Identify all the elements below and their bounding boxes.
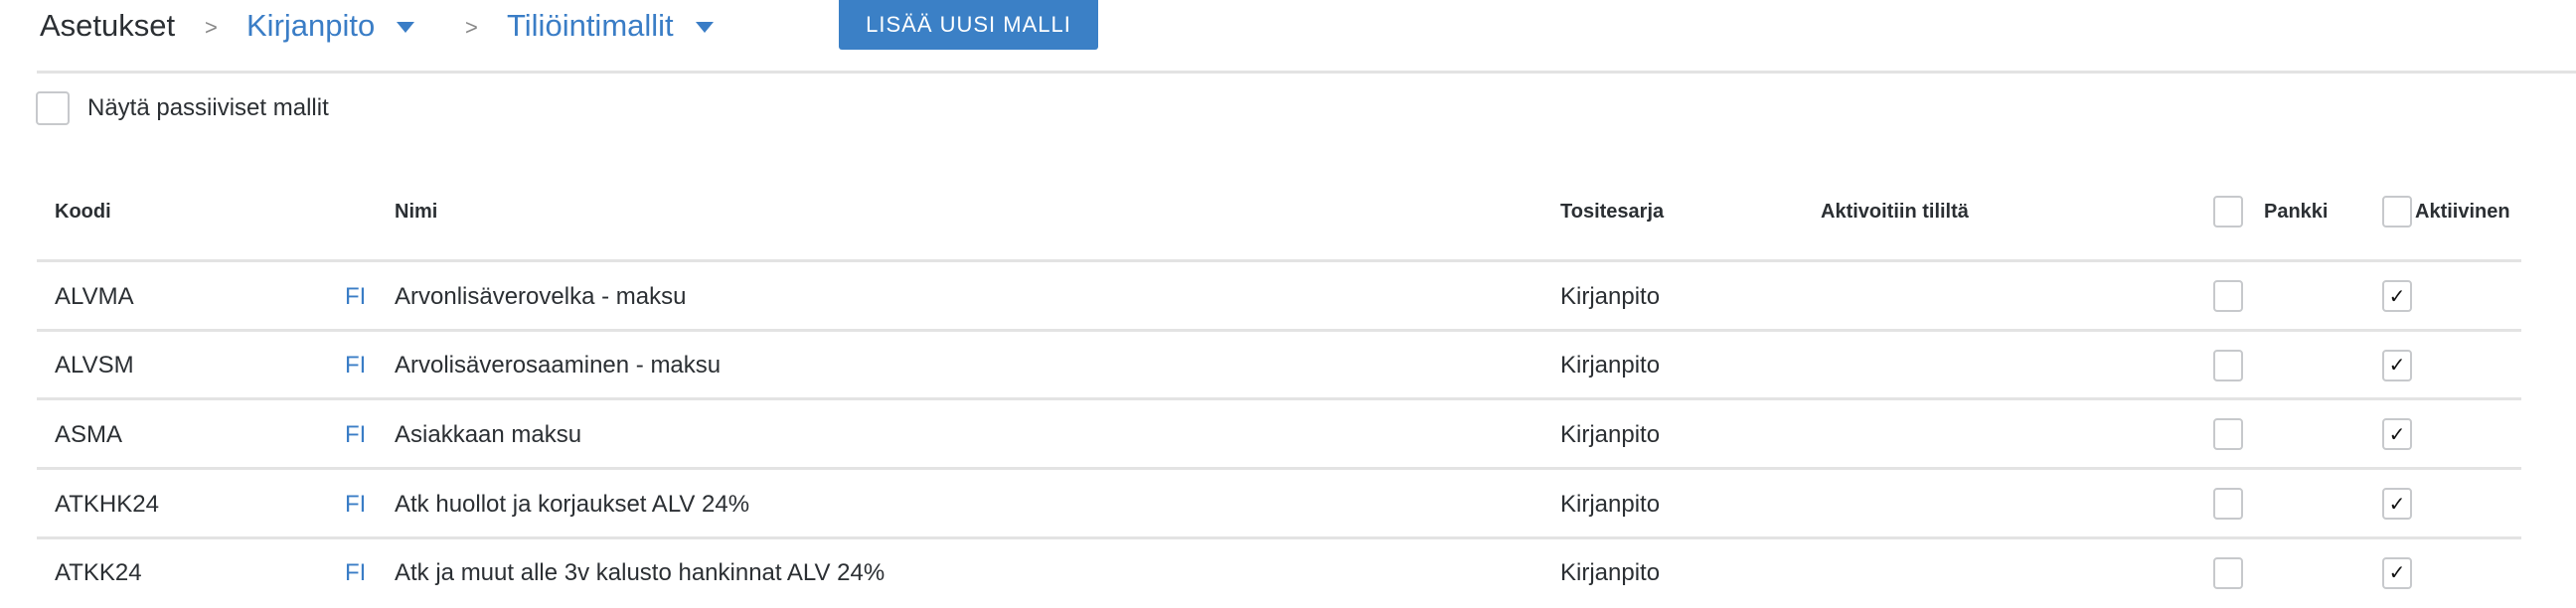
checkmark-icon: ✓ <box>2388 355 2406 378</box>
cell-series: Kirjanpito <box>1560 559 1661 587</box>
checkmark-icon: ✓ <box>2388 423 2406 446</box>
header-active[interactable]: Aktiivinen <box>2415 201 2510 223</box>
bank-checkbox[interactable] <box>2213 349 2243 381</box>
cell-lang[interactable]: FI <box>345 559 367 587</box>
cell-code: ASMA <box>55 420 123 448</box>
show-passive-checkbox[interactable] <box>36 91 70 125</box>
header-code[interactable]: Koodi <box>55 201 111 223</box>
header-name[interactable]: Nimi <box>395 201 438 223</box>
active-checkbox[interactable]: ✓ <box>2382 280 2412 312</box>
cell-lang[interactable]: FI <box>345 420 367 448</box>
breadcrumb-separator: > <box>465 15 478 40</box>
caret-down-icon <box>695 22 714 34</box>
cell-name: Arvonlisäverovelka - maksu <box>395 282 687 310</box>
active-checkbox[interactable]: ✓ <box>2382 556 2412 589</box>
cell-lang[interactable]: FI <box>345 282 367 310</box>
divider <box>37 71 2576 74</box>
bank-checkbox[interactable] <box>2213 488 2243 521</box>
breadcrumb-level2-label: Tiliöintimallit <box>507 8 674 43</box>
cell-code: ALVSM <box>55 352 134 380</box>
checkmark-icon: ✓ <box>2388 562 2406 585</box>
cell-code: ALVMA <box>55 282 134 310</box>
table-row[interactable]: ALVMA FI Arvonlisäverovelka - maksu Kirjanp… <box>37 259 2521 331</box>
table-row[interactable]: ATKHK24 FI Atk huollot ja korjaukset ALV 2… <box>37 467 2521 538</box>
table-row[interactable]: ATKK24 FI Atk ja muut alle 3v kalusto hank… <box>37 535 2521 608</box>
cell-series: Kirjanpito <box>1560 420 1661 448</box>
cell-code: ATKHK24 <box>55 490 159 518</box>
active-select-all-checkbox[interactable] <box>2382 196 2412 228</box>
cell-lang[interactable]: FI <box>345 490 367 518</box>
breadcrumb-root[interactable]: Asetukset <box>40 8 176 43</box>
add-new-template-button[interactable]: LISÄÄ UUSI MALLI <box>839 0 1098 50</box>
checkmark-icon: ✓ <box>2388 493 2406 516</box>
breadcrumb-level1-label: Kirjanpito <box>246 8 376 43</box>
show-passive-label: Näytä passiiviset mallit <box>87 94 329 121</box>
table-row[interactable]: ALVSM FI Arvolisäverosaaminen - maksu Kirja… <box>37 328 2521 400</box>
cell-code: ATKK24 <box>55 559 142 587</box>
header-activated-from[interactable]: Aktivoitiin tililtä <box>1821 201 1969 223</box>
bank-checkbox[interactable] <box>2213 280 2243 312</box>
table-row[interactable]: ASMA FI Asiakkaan maksu Kirjanpito ✓ <box>37 397 2521 469</box>
bank-select-all-checkbox[interactable] <box>2213 196 2243 228</box>
checkmark-icon: ✓ <box>2388 285 2406 308</box>
header-series[interactable]: Tositesarja <box>1560 201 1665 223</box>
cell-name: Atk ja muut alle 3v kalusto hankinnat AL… <box>395 559 886 587</box>
header-bank[interactable]: Pankki <box>2264 201 2329 223</box>
active-checkbox[interactable]: ✓ <box>2382 488 2412 521</box>
bank-checkbox[interactable] <box>2213 418 2243 451</box>
breadcrumb-kirjanpito-dropdown[interactable]: Kirjanpito <box>246 4 415 48</box>
caret-down-icon <box>397 22 415 34</box>
cell-lang[interactable]: FI <box>345 352 367 380</box>
active-checkbox[interactable]: ✓ <box>2382 418 2412 451</box>
cell-name: Arvolisäverosaaminen - maksu <box>395 352 722 380</box>
cell-series: Kirjanpito <box>1560 282 1661 310</box>
cell-name: Atk huollot ja korjaukset ALV 24% <box>395 490 750 518</box>
cell-series: Kirjanpito <box>1560 490 1661 518</box>
breadcrumb-tiliointimallit-dropdown[interactable]: Tiliöintimallit <box>507 4 714 48</box>
active-checkbox[interactable]: ✓ <box>2382 349 2412 381</box>
cell-name: Asiakkaan maksu <box>395 420 582 448</box>
breadcrumb-separator: > <box>205 15 218 40</box>
bank-checkbox[interactable] <box>2213 556 2243 589</box>
cell-series: Kirjanpito <box>1560 352 1661 380</box>
